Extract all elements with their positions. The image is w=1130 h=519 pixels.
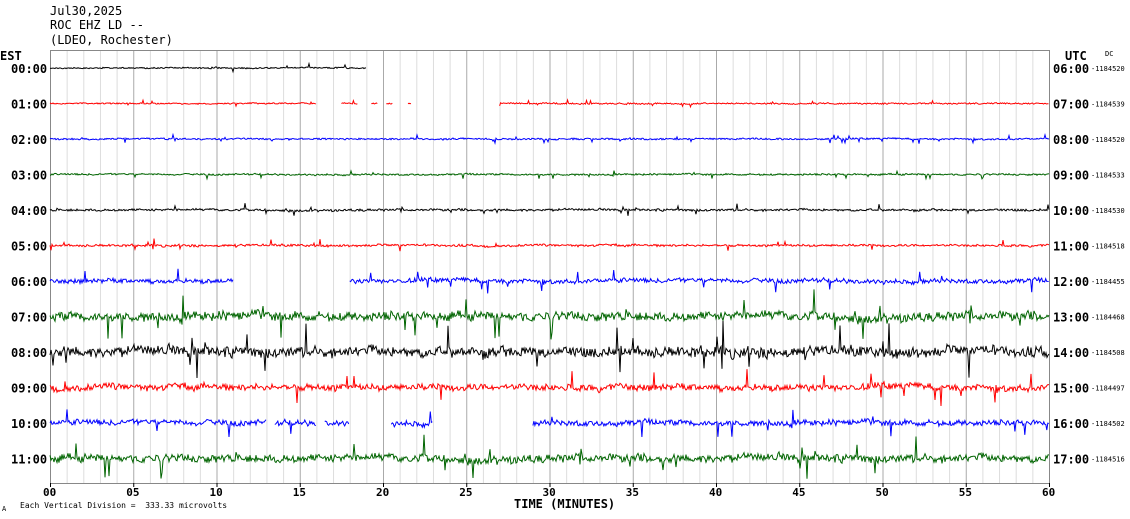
vertical-division-note: Each Vertical Division = 333.33 microvol…	[20, 501, 227, 510]
est-hour-label: 09:00	[11, 382, 47, 396]
x-tick-label: 50	[876, 486, 889, 499]
dc-offset-label: -1184518	[1091, 243, 1125, 251]
dc-offset-label: -1184539	[1091, 101, 1125, 109]
utc-hour-label: 07:00	[1053, 98, 1089, 112]
dc-offset-label: -1184533	[1091, 172, 1125, 180]
x-tick-label: 55	[959, 486, 972, 499]
trace-0100	[499, 98, 1049, 109]
utc-axis-title: UTC	[1065, 49, 1087, 63]
station-channel: ROC EHZ LD --	[50, 18, 144, 32]
trace-1100	[49, 434, 1049, 479]
est-hour-label: 02:00	[11, 133, 47, 147]
est-hour-label: 11:00	[11, 453, 47, 467]
x-tick-label: 40	[709, 486, 722, 499]
est-hour-label: 01:00	[11, 98, 47, 112]
dc-offset-label: -1184530	[1091, 207, 1125, 215]
trace-0100	[371, 102, 378, 105]
est-hour-label: 04:00	[11, 204, 47, 218]
minute-grid	[50, 50, 1050, 484]
est-axis-title: EST	[0, 49, 22, 63]
est-hour-label: 05:00	[11, 240, 47, 254]
x-tick-label: 30	[543, 486, 556, 499]
utc-hour-label: 08:00	[1053, 133, 1089, 147]
trace-0800	[49, 320, 1050, 379]
station-date: Jul30,2025	[50, 4, 123, 18]
dc-offset-label: -1184508	[1091, 349, 1125, 357]
utc-hour-label: 16:00	[1053, 417, 1089, 431]
dc-offset-label: -1184468	[1091, 314, 1125, 322]
x-tick-label: 45	[792, 486, 805, 499]
est-hour-label: 00:00	[11, 62, 47, 76]
trace-1000	[274, 418, 317, 434]
trace-0900	[49, 369, 1050, 407]
est-hour-label: 07:00	[11, 311, 47, 325]
trace-1000	[532, 409, 1049, 438]
est-hour-label: 08:00	[11, 346, 47, 360]
x-tick-label: 25	[459, 486, 472, 499]
utc-hour-label: 06:00	[1053, 62, 1089, 76]
trace-0400	[49, 203, 1050, 216]
dc-offset-label: -1184502	[1091, 420, 1125, 428]
dc-offset-label: -1184497	[1091, 385, 1125, 393]
trace-1000	[390, 411, 433, 429]
utc-hour-label: 09:00	[1053, 169, 1089, 183]
dc-offset-label: -1184520	[1091, 136, 1125, 144]
x-axis-title: TIME (MINUTES)	[514, 497, 615, 511]
x-tick-label: 15	[293, 486, 306, 499]
utc-hour-label: 10:00	[1053, 204, 1089, 218]
trace-0100	[386, 102, 393, 105]
trace-0600	[349, 270, 1049, 294]
trace-0100	[341, 98, 358, 105]
x-tick-label: 60	[1042, 486, 1055, 499]
utc-hour-label: 14:00	[1053, 346, 1089, 360]
x-tick-label: 05	[126, 486, 139, 499]
utc-hour-label: 13:00	[1053, 311, 1089, 325]
trace-0500	[49, 238, 1050, 252]
trace-0100	[49, 98, 317, 108]
est-hour-label: 10:00	[11, 417, 47, 431]
utc-hour-label: 12:00	[1053, 275, 1089, 289]
utc-hour-label: 11:00	[1053, 240, 1089, 254]
trace-0100	[407, 102, 412, 105]
seismic-traces	[49, 61, 1050, 479]
trace-0200	[49, 132, 1050, 145]
corner-mark: A	[2, 505, 7, 513]
x-tick-label: 35	[626, 486, 639, 499]
est-hour-label: 06:00	[11, 275, 47, 289]
est-hour-label: 03:00	[11, 169, 47, 183]
dc-offset-label: -1184520	[1091, 65, 1125, 73]
dc-axis-title: DC	[1105, 50, 1113, 58]
trace-1000	[49, 409, 267, 438]
utc-hour-label: 15:00	[1053, 382, 1089, 396]
station-network: (LDEO, Rochester)	[50, 33, 173, 47]
dc-offset-label: -1184455	[1091, 278, 1125, 286]
trace-1000	[324, 419, 350, 428]
x-tick-label: 10	[210, 486, 223, 499]
x-tick-label: 00	[43, 486, 56, 499]
x-tick-label: 20	[376, 486, 389, 499]
trace-0700	[49, 289, 1050, 340]
trace-0600	[49, 268, 234, 286]
dc-offset-label: -1184516	[1091, 456, 1125, 464]
trace-0000	[49, 61, 367, 74]
utc-hour-label: 17:00	[1053, 453, 1089, 467]
trace-0300	[49, 169, 1050, 181]
